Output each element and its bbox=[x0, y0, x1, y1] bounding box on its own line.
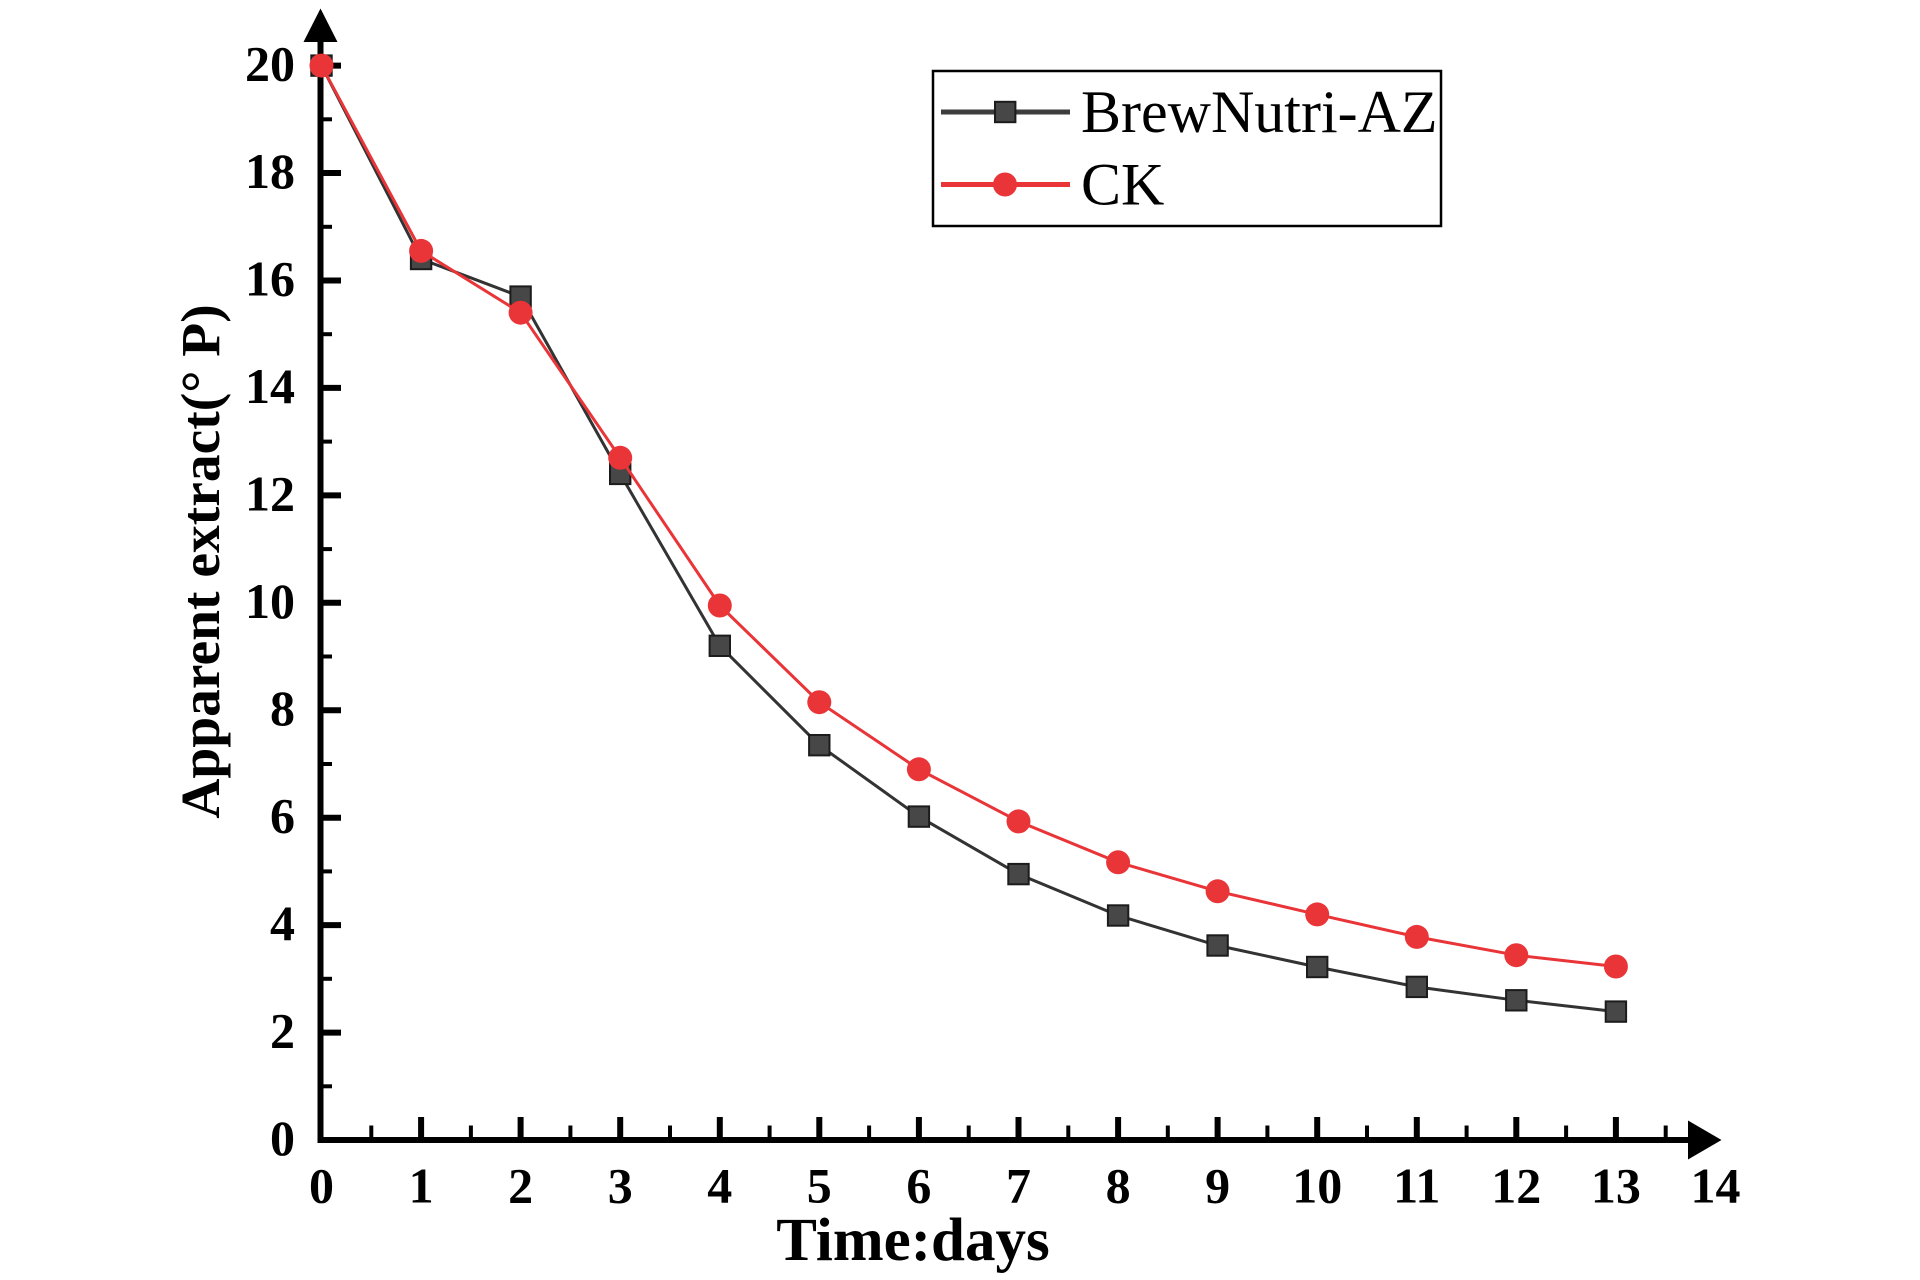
svg-text:4: 4 bbox=[707, 1158, 732, 1214]
svg-text:12: 12 bbox=[1491, 1158, 1541, 1214]
svg-text:13: 13 bbox=[1591, 1158, 1641, 1214]
svg-text:7: 7 bbox=[1006, 1158, 1031, 1214]
svg-text:8: 8 bbox=[270, 680, 295, 736]
svg-text:10: 10 bbox=[245, 573, 295, 629]
svg-text:3: 3 bbox=[608, 1158, 633, 1214]
svg-text:1: 1 bbox=[409, 1158, 434, 1214]
svg-text:12: 12 bbox=[245, 465, 295, 521]
svg-text:18: 18 bbox=[245, 143, 295, 199]
svg-text:CK: CK bbox=[1081, 152, 1164, 218]
svg-text:4: 4 bbox=[270, 895, 295, 951]
svg-text:Apparent extract(° P): Apparent extract(° P) bbox=[171, 304, 232, 818]
svg-text:20: 20 bbox=[245, 36, 295, 92]
svg-text:Time:days: Time:days bbox=[776, 1207, 1049, 1274]
svg-text:BrewNutri-AZ: BrewNutri-AZ bbox=[1081, 79, 1438, 145]
svg-text:0: 0 bbox=[270, 1110, 295, 1166]
svg-text:2: 2 bbox=[270, 1003, 295, 1059]
svg-text:14: 14 bbox=[1691, 1158, 1741, 1214]
svg-text:11: 11 bbox=[1393, 1158, 1440, 1214]
svg-text:8: 8 bbox=[1106, 1158, 1131, 1214]
svg-text:10: 10 bbox=[1292, 1158, 1342, 1214]
svg-text:2: 2 bbox=[508, 1158, 533, 1214]
svg-text:9: 9 bbox=[1205, 1158, 1230, 1214]
svg-text:14: 14 bbox=[245, 358, 295, 414]
svg-text:0: 0 bbox=[309, 1158, 334, 1214]
svg-text:6: 6 bbox=[906, 1158, 931, 1214]
svg-text:6: 6 bbox=[270, 788, 295, 844]
svg-text:5: 5 bbox=[807, 1158, 832, 1214]
svg-text:16: 16 bbox=[245, 251, 295, 307]
